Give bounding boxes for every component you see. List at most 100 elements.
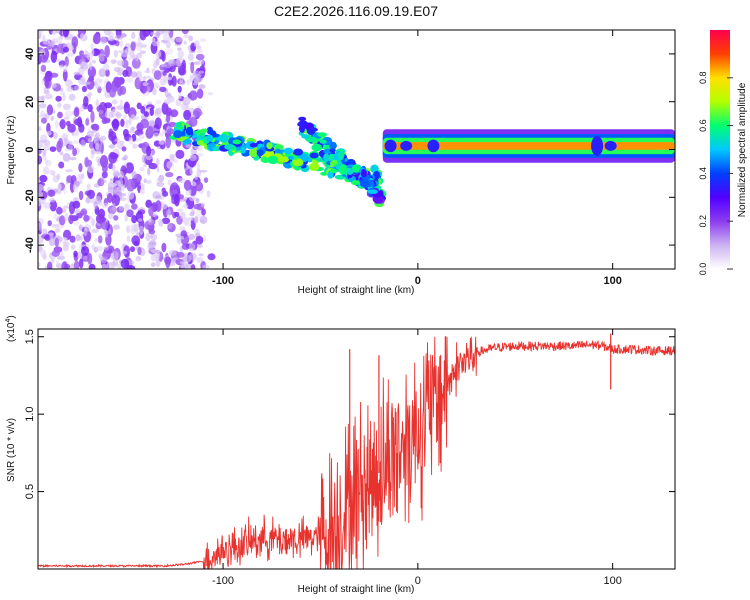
spectrogram-cell [38, 103, 47, 109]
spectrogram-cell [178, 91, 182, 100]
spectrogram-cell [44, 233, 52, 241]
spectrogram-cell [122, 69, 129, 77]
spectrogram-cell [164, 92, 172, 97]
spectrogram-cell [40, 139, 47, 143]
spectrogram-cell [155, 50, 162, 58]
spectrogram-cell [382, 142, 675, 150]
spectrogram-cell [108, 212, 114, 220]
spectrogram-cell [42, 38, 50, 45]
spectrogram-cell [153, 70, 162, 81]
spectrogram-cell [65, 79, 73, 88]
spectrogram-cell [347, 159, 355, 165]
spectrogram-cell [176, 236, 182, 245]
spectrogram-cell [116, 60, 125, 67]
spectrogram-cell [232, 139, 242, 145]
spectrogram-y-tick-label: 20 [24, 96, 36, 108]
spectrogram-cell [104, 102, 113, 109]
spectrogram-cell [194, 216, 199, 224]
spectrogram-cell [317, 132, 327, 137]
snr-scale-label: (x104) [5, 315, 17, 342]
spectrogram-cell [149, 107, 154, 117]
colorbar-tick-label: 0.2 [698, 215, 708, 228]
spectrogram-cell [169, 109, 179, 118]
spectrogram-cell [190, 264, 196, 269]
spectrogram-cell [148, 205, 154, 217]
spectrogram-cell [78, 78, 86, 85]
spectrogram-cell [175, 122, 182, 128]
spectrogram-cell [130, 41, 136, 51]
spectrogram-cell [43, 202, 51, 209]
spectrogram-cell [177, 47, 182, 51]
spectrogram-cell [106, 193, 113, 203]
spectrogram-cell [183, 34, 190, 39]
spectrogram-cell [113, 224, 120, 230]
spectrogram-cell [143, 178, 147, 184]
spectrogram-cell [68, 44, 74, 51]
spectrogram-cell [117, 85, 123, 97]
spectrogram-cell [186, 96, 190, 106]
spectrogram-cell [170, 182, 179, 195]
spectrogram-cell [130, 71, 138, 78]
spectrogram-cell [152, 41, 159, 47]
spectrogram-cell [73, 71, 81, 76]
spectrogram-cell [72, 200, 81, 209]
spectrogram-cell [90, 43, 94, 49]
spectrogram-cell [81, 85, 88, 93]
spectrogram-cell [161, 128, 166, 135]
spectrogram-cell [66, 33, 74, 40]
spectrogram-cell [113, 49, 118, 58]
snr-y-label: SNR (10 * v/v) [6, 418, 17, 482]
spectrogram-cell [91, 218, 95, 227]
spectrogram-cell [57, 102, 62, 108]
spectrogram-cell [131, 58, 141, 69]
spectrogram-cell [66, 86, 74, 92]
spectrogram-cell [121, 146, 127, 152]
spectrogram-cell [59, 215, 66, 226]
spectrogram-cell [146, 145, 152, 157]
spectrogram-cell [84, 224, 92, 232]
spectrogram-cell [200, 219, 205, 223]
spectrogram-cell [61, 261, 68, 269]
spectrogram-cell [125, 124, 129, 129]
spectrogram-cell [72, 148, 77, 156]
spectrogram-cell [47, 169, 56, 175]
spectrogram-cell [166, 161, 174, 169]
spectrogram-y-ticks: -40 -20 0 20 40 [24, 48, 675, 253]
spectrogram-cell [76, 212, 83, 219]
snr-x-tick-label: 100 [603, 575, 621, 587]
colorbar: 0.0 0.2 0.4 0.6 0.8 Normalized spectral ampl… [698, 30, 748, 275]
spectrogram-cell [111, 99, 118, 105]
spectrogram-cell [150, 233, 158, 241]
spectrogram-cell [142, 76, 147, 81]
spectrogram-cell [151, 68, 156, 72]
spectrogram-cell [206, 134, 214, 142]
spectrogram-cell [92, 33, 101, 45]
spectrogram-cell [63, 46, 69, 53]
spectrogram-cell [38, 140, 43, 149]
spectrogram-cell [40, 110, 45, 117]
spectrogram-cell [146, 125, 154, 138]
spectrogram-cell [164, 61, 172, 69]
spectrogram-cell [145, 199, 153, 208]
spectrogram-cell [201, 202, 205, 208]
spectrogram-cell [124, 204, 130, 209]
spectrogram-cell [177, 208, 183, 212]
spectrogram-cell [287, 155, 294, 160]
spectrogram-cell [166, 107, 172, 116]
spectrogram-cell [87, 138, 92, 143]
spectrogram-cell [105, 69, 110, 77]
spectrogram-cell [38, 177, 41, 184]
spectrogram-cell [55, 217, 60, 222]
spectrogram-cell [198, 84, 206, 89]
spectrogram-cell [147, 167, 151, 176]
spectrogram-cell [194, 73, 202, 78]
spectrogram-cell [45, 77, 50, 89]
spectrogram-cell [141, 154, 147, 164]
spectrogram-cell [188, 243, 196, 252]
spectrogram-cell [188, 53, 194, 61]
spectrogram-cell [130, 246, 135, 253]
spectrogram-cell [176, 251, 185, 258]
spectrogram-cell [591, 135, 604, 156]
spectrogram-cell [68, 93, 76, 101]
spectrogram-cell [202, 264, 210, 269]
